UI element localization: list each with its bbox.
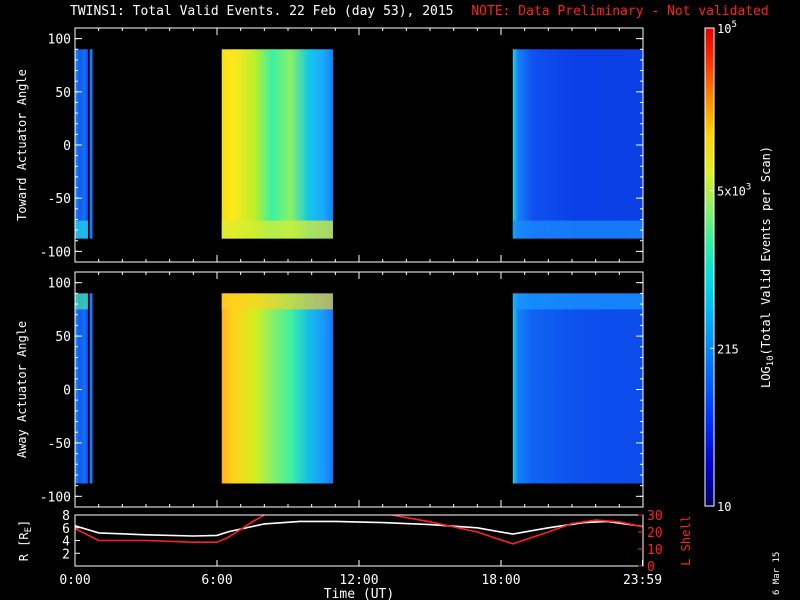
orbit-ytick-label: 4 <box>62 535 70 550</box>
away-panel-data-block <box>221 293 333 484</box>
toward-panel-data-block <box>75 49 89 239</box>
orbit-ytick-label: 2 <box>62 547 70 562</box>
away-panel-ytick-label: -100 <box>40 490 71 505</box>
orbit-xlabel: Time (UT) <box>324 587 394 600</box>
toward-panel-edge-band <box>89 220 93 239</box>
orbit-y2tick-label: 0 <box>647 560 655 575</box>
away-panel-ylabel: Away Actuator Angle <box>15 321 29 458</box>
orbit-xtick-label: 12:00 <box>339 573 378 588</box>
toward-panel-data-block <box>221 49 333 239</box>
colorbar-tick-label: 5x103 <box>717 183 751 199</box>
colorbar-tick-label: 105 <box>717 20 737 36</box>
colorbar-gradient <box>705 28 714 506</box>
toward-panel-data-block <box>89 49 93 239</box>
colorbar-label: LOG10(Total Valid Events per Scan) <box>759 146 776 388</box>
orbit-y2label: L Shell <box>679 515 693 566</box>
away-panel-edge-band <box>89 293 93 310</box>
colorbar-tick-label: 215 <box>717 342 739 356</box>
away-panel-ytick-label: 100 <box>48 277 71 292</box>
orbit-y2tick-label: 30 <box>647 509 663 524</box>
toward-panel-ytick-label: 100 <box>48 33 71 48</box>
away-panel-edge-band <box>221 293 333 310</box>
orbit-xtick-label: 18:00 <box>481 573 520 588</box>
toward-panel-ytick-label: -100 <box>40 245 71 260</box>
toward-panel-edge-band <box>75 220 89 239</box>
away-panel-data-block <box>89 293 93 484</box>
away-panel-ytick-label: 0 <box>63 384 71 399</box>
orbit-ylabel: R [RE] <box>17 520 34 562</box>
toward-panel-data-block <box>512 49 643 239</box>
orbit-ytick-label: 6 <box>62 522 70 537</box>
orbit-ytick-label: 8 <box>62 509 70 524</box>
colorbar-frame <box>704 27 715 507</box>
colorbar-tick-label: 10 <box>717 500 731 514</box>
toward-panel-edge-band <box>221 220 333 239</box>
chart-title-main: TWINS1: Total Valid Events. 22 Feb (day … <box>70 4 454 19</box>
toward-panel-edge-band <box>512 220 643 239</box>
orbit-xtick-label: 0:00 <box>59 573 90 588</box>
lshell-line <box>75 515 643 545</box>
away-panel-edge-band <box>75 293 89 310</box>
toward-panel-ylabel: Toward Actuator Angle <box>15 69 29 221</box>
chart-title-note: NOTE: Data Preliminary - Not validated <box>471 4 769 19</box>
orbit-y2tick-label: 20 <box>647 526 663 541</box>
toward-panel-ytick-label: 50 <box>55 86 71 101</box>
chart-title: TWINS1: Total Valid Events. 22 Feb (day … <box>70 4 770 22</box>
orbit-y2tick-label: 10 <box>647 543 663 558</box>
away-panel-ytick-label: 50 <box>55 330 71 345</box>
radius-line <box>75 520 643 537</box>
away-panel-ytick-label: -50 <box>48 437 71 452</box>
away-panel-edge-band <box>512 293 643 310</box>
orbit-xtick-label: 23:59 <box>623 573 662 588</box>
toward-panel-ytick-label: 0 <box>63 139 71 154</box>
away-panel-data-block <box>512 293 643 484</box>
away-panel-data-block <box>75 293 89 484</box>
toward-panel-ytick-label: -50 <box>48 192 71 207</box>
orbit-xtick-label: 6:00 <box>201 573 232 588</box>
